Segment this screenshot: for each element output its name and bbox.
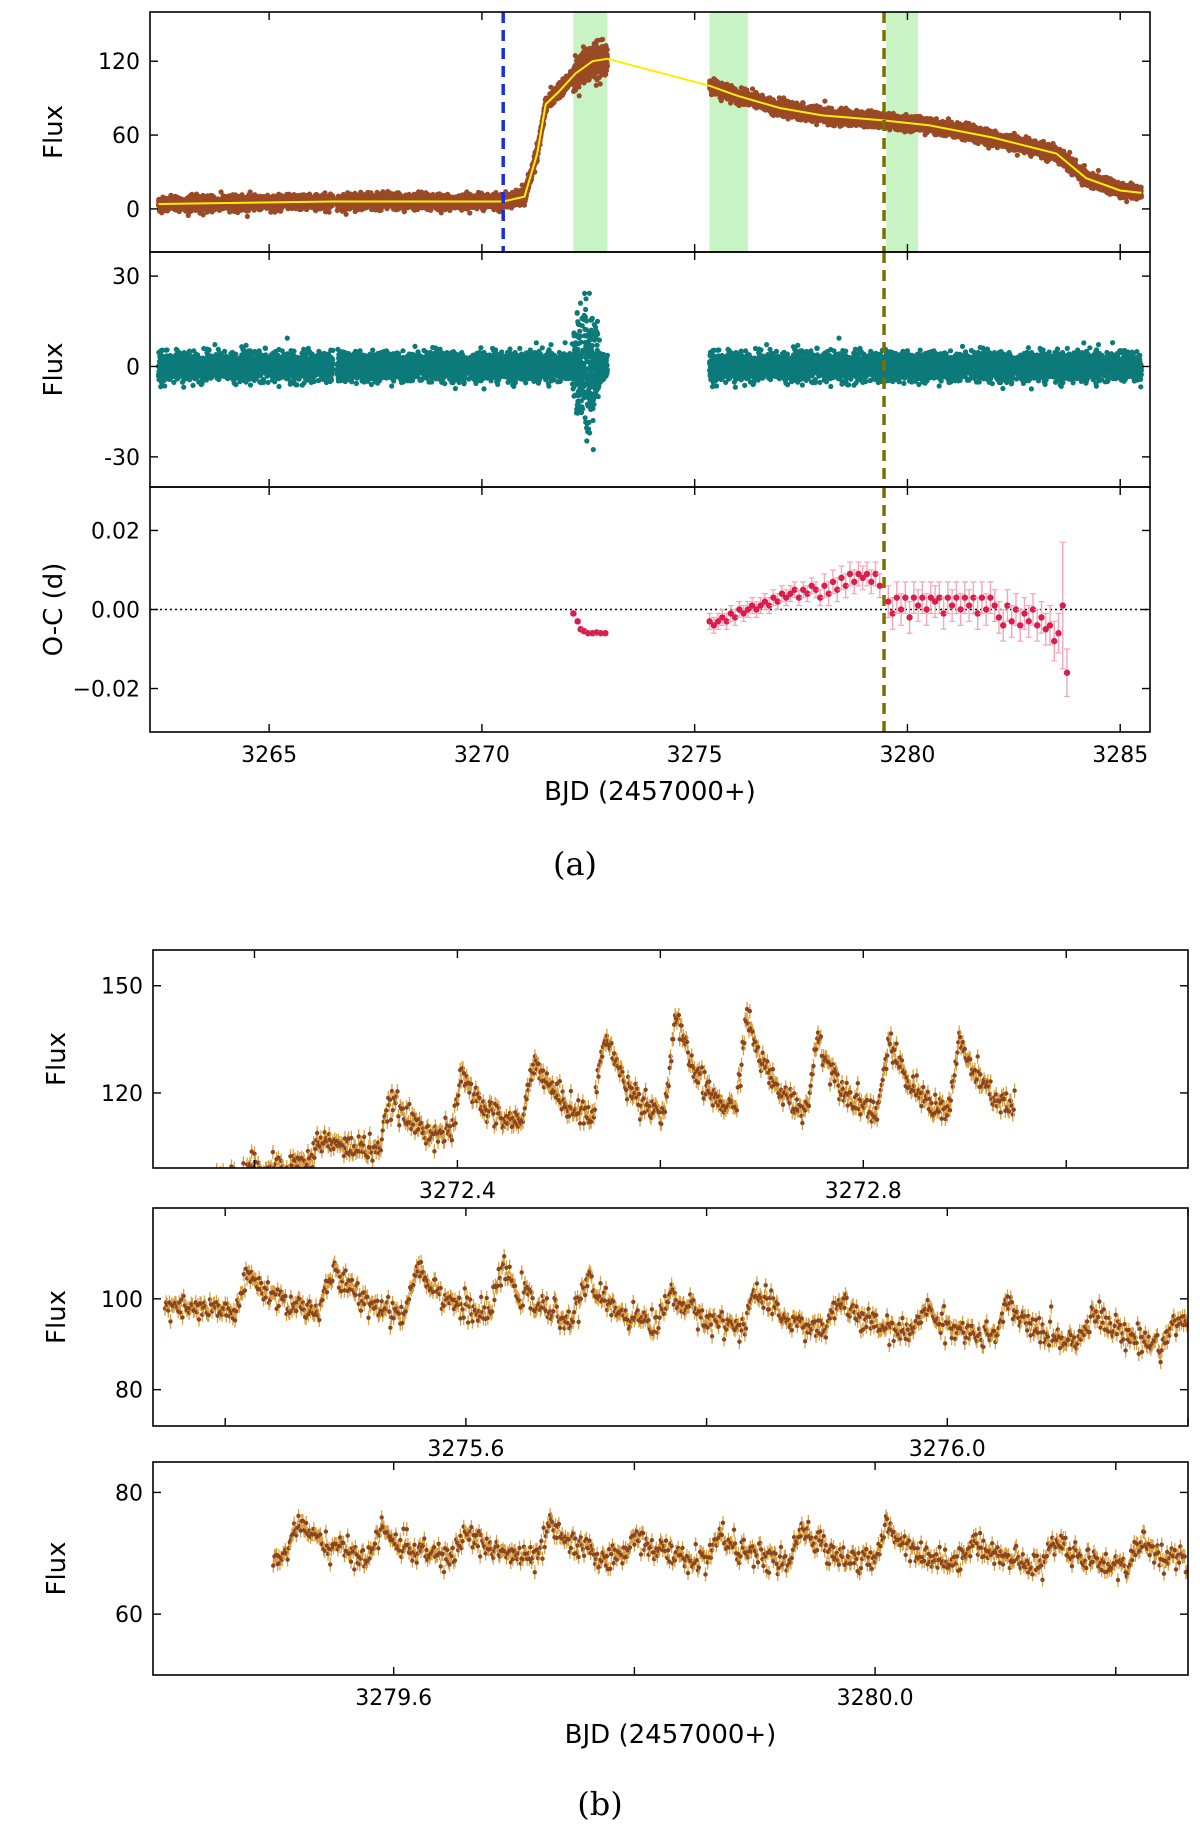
data-point [343, 211, 349, 217]
data-point [218, 189, 224, 195]
data-point [185, 212, 191, 218]
plot-area-a1 [155, 12, 1144, 252]
data-point [326, 209, 332, 215]
data-point [247, 189, 253, 195]
data-point [467, 210, 473, 216]
data-point [244, 213, 250, 219]
data-point [200, 212, 206, 218]
data-points-a1 [155, 36, 1144, 219]
data-point [576, 93, 582, 99]
data-point [576, 84, 582, 90]
shaded-band-1 [709, 12, 748, 252]
